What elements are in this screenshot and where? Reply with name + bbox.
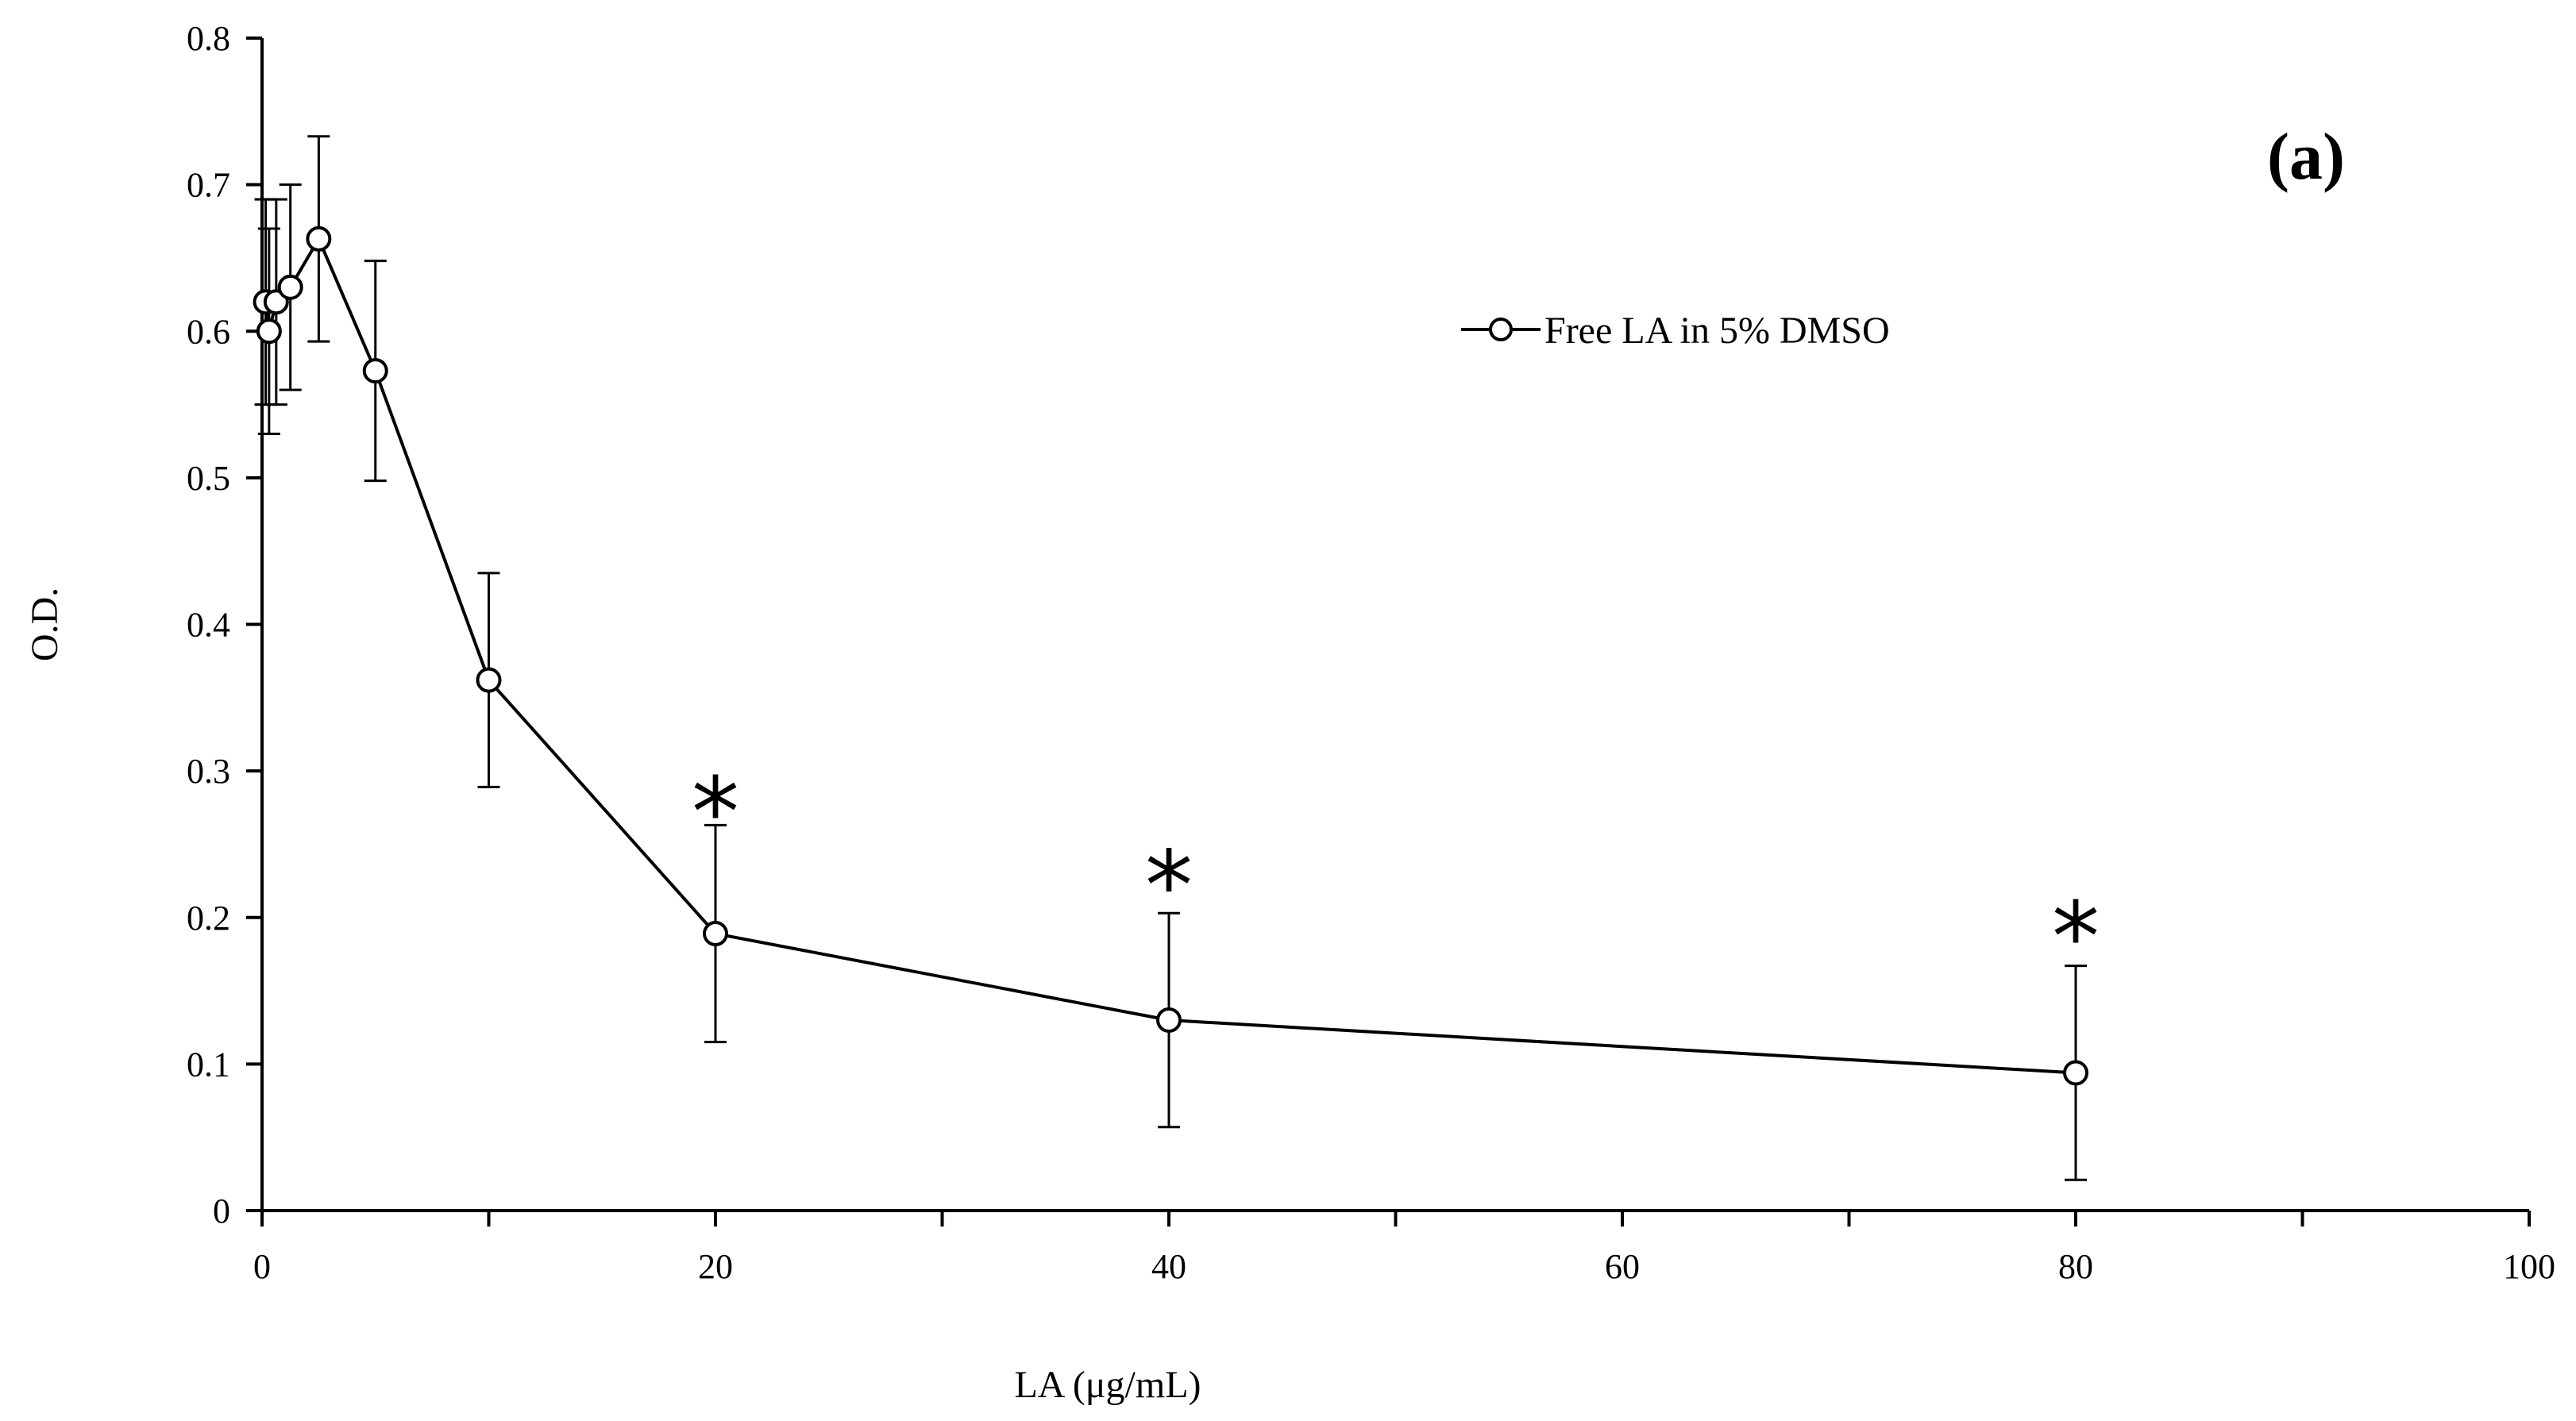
legend: Free LA in 5% DMSO xyxy=(1461,310,1890,352)
y-tick-label: 0.5 xyxy=(187,459,230,498)
y-tick-label: 0.1 xyxy=(187,1045,230,1084)
data-point xyxy=(256,318,282,345)
x-tick-label: 80 xyxy=(2058,1247,2093,1286)
y-tick-label: 0 xyxy=(213,1192,230,1230)
data-point xyxy=(306,225,332,252)
significance-star: * xyxy=(2052,883,2100,993)
y-tick-label: 0.2 xyxy=(187,899,230,938)
panel-label: (a) xyxy=(2267,120,2345,194)
x-tick-label: 60 xyxy=(1605,1247,1640,1286)
data-point xyxy=(2063,1060,2088,1086)
x-axis-ticks: 0 20 40 60 80 100 xyxy=(253,1211,2555,1286)
data-point xyxy=(277,274,303,300)
series-line xyxy=(264,235,2077,1075)
data-point xyxy=(703,921,728,947)
x-tick-label: 40 xyxy=(1151,1247,1186,1286)
y-tick-label: 0.4 xyxy=(187,606,230,645)
x-tick-label: 100 xyxy=(2503,1247,2555,1286)
x-tick-label: 0 xyxy=(253,1247,271,1286)
data-point xyxy=(476,667,502,693)
y-tick-label: 0.3 xyxy=(187,752,230,791)
y-axis-ticks: 0 0.1 0.2 0.3 0.4 0.5 0.6 0.7 0.8 xyxy=(187,19,262,1230)
significance-star: * xyxy=(692,758,739,868)
x-tick-label: 20 xyxy=(698,1247,733,1286)
data-point xyxy=(1156,1007,1182,1033)
significance-star: * xyxy=(1145,831,1193,942)
legend-marker xyxy=(1489,318,1513,341)
y-axis-label: O.D. xyxy=(24,587,66,661)
y-tick-label: 0.8 xyxy=(187,19,230,58)
legend-entry: Free LA in 5% DMSO xyxy=(1544,310,1890,352)
annotations: * * * xyxy=(692,758,2100,993)
y-tick-label: 0.6 xyxy=(187,312,230,351)
x-axis-label: LA (μg/mL) xyxy=(1014,1364,1201,1406)
y-tick-label: 0.7 xyxy=(187,166,230,205)
data-point xyxy=(362,358,388,384)
series-free-la xyxy=(253,135,2088,1181)
